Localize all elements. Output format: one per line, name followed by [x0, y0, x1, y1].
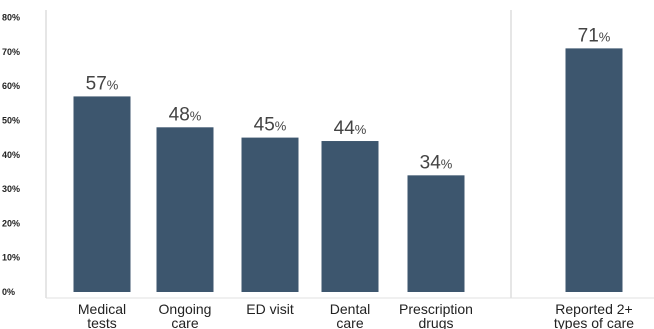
value-number: 57: [86, 73, 107, 94]
bar: [565, 48, 623, 292]
bar: [407, 175, 465, 292]
value-number: 44: [334, 118, 356, 139]
value-number: 71: [578, 25, 599, 46]
category-label: care: [171, 315, 198, 329]
y-axis-ticks: 0% 10% 20% 30% 40% 50% 60% 70% 80%: [2, 13, 20, 298]
value-percent-sign: %: [599, 29, 611, 44]
value-label: 48%: [169, 104, 202, 125]
value-label: 45%: [254, 115, 287, 136]
y-tick-label: 50%: [2, 115, 20, 125]
y-tick-label: 80%: [2, 13, 20, 23]
value-number: 45: [254, 115, 275, 136]
value-label: 44%: [334, 118, 367, 139]
y-tick-label: 20%: [2, 218, 20, 228]
value-label: 57%: [86, 73, 119, 94]
y-tick-label: 0%: [2, 287, 15, 297]
category-label: Dental: [330, 301, 370, 317]
category-label: Prescription: [399, 301, 473, 317]
value-label: 34%: [420, 152, 453, 173]
value-percent-sign: %: [107, 77, 119, 92]
y-tick-label: 10%: [2, 253, 20, 263]
value-percent-sign: %: [190, 108, 202, 123]
category-label: ED visit: [246, 301, 294, 317]
category-label: tests: [87, 315, 117, 329]
bar: [321, 141, 379, 292]
bar: [241, 137, 299, 292]
bar: [73, 96, 131, 292]
category-label: types of care: [554, 315, 634, 329]
category-label: Medical: [78, 301, 126, 317]
bar: [156, 127, 214, 292]
value-number: 48: [169, 104, 190, 125]
y-tick-label: 30%: [2, 184, 20, 194]
y-tick-label: 60%: [2, 81, 20, 91]
value-labels: 57%48% 45% 44%34%71%: [86, 25, 611, 173]
value-percent-sign: %: [441, 156, 453, 171]
value-number: 34: [420, 152, 442, 173]
value-percent-sign: %: [275, 119, 287, 134]
category-label: care: [336, 315, 363, 329]
value-percent-sign: %: [355, 122, 367, 137]
category-label: Reported 2+: [555, 301, 632, 317]
bars: [73, 48, 623, 292]
category-label: drugs: [418, 315, 453, 329]
y-tick-label: 70%: [2, 47, 20, 57]
value-label: 71%: [578, 25, 611, 46]
y-tick-label: 40%: [2, 150, 20, 160]
category-label: Ongoing: [159, 301, 212, 317]
